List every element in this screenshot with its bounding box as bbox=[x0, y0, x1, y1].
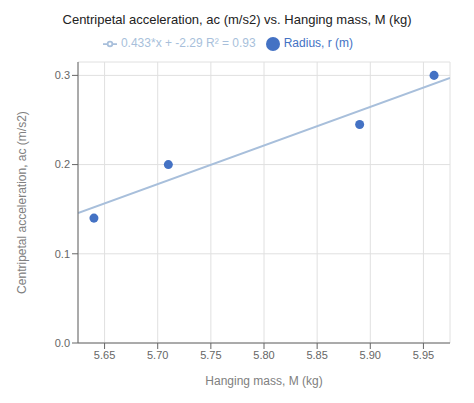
svg-text:0.1: 0.1 bbox=[55, 248, 70, 260]
svg-text:Centripetal acceleration, ac (: Centripetal acceleration, ac (m/s2) bbox=[15, 111, 29, 294]
svg-text:0.2: 0.2 bbox=[55, 158, 70, 170]
svg-text:5.75: 5.75 bbox=[200, 349, 221, 361]
svg-text:5.95: 5.95 bbox=[413, 349, 434, 361]
svg-text:0.3: 0.3 bbox=[55, 69, 70, 81]
html-text:Radius, r (m): Radius, r (m) bbox=[283, 36, 353, 50]
svg-text:Hanging mass, M (kg): Hanging mass, M (kg) bbox=[205, 374, 322, 388]
svg-text:5.90: 5.90 bbox=[360, 349, 381, 361]
html-text:0.433*x + -2.29 R² = 0.93: 0.433*x + -2.29 R² = 0.93 bbox=[120, 36, 256, 50]
svg-text:0.0: 0.0 bbox=[55, 337, 70, 349]
svg-text:5.70: 5.70 bbox=[147, 349, 168, 361]
svg-text:5.85: 5.85 bbox=[306, 349, 327, 361]
html-text:Centripetal acceleration, ac (: Centripetal acceleration, ac (m/s2) vs. … bbox=[62, 12, 412, 27]
svg-text:5.80: 5.80 bbox=[253, 349, 274, 361]
svg-text:5.65: 5.65 bbox=[94, 349, 115, 361]
